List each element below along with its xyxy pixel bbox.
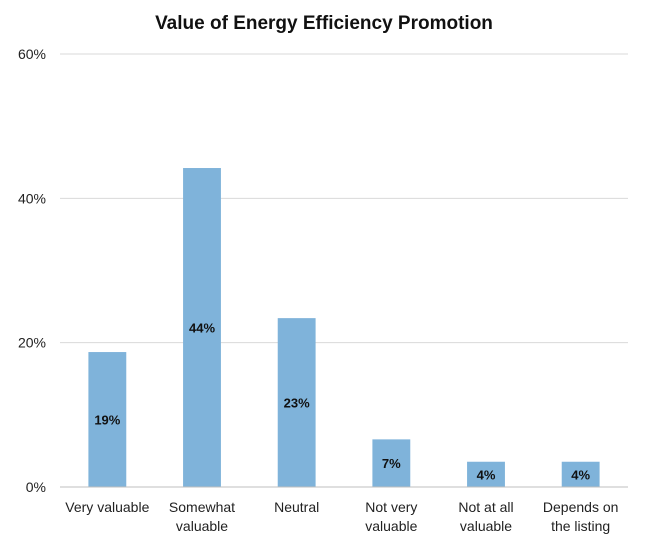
category-label-line: Not very bbox=[365, 499, 417, 515]
bar bbox=[467, 461, 505, 487]
data-labels: 19% 44% 23% 7% 4% 4% bbox=[94, 321, 590, 483]
category-label-line: Very valuable bbox=[65, 499, 149, 515]
category-label: Not at all valuable bbox=[458, 499, 513, 534]
data-label: 44% bbox=[189, 321, 215, 336]
data-label: 7% bbox=[382, 456, 401, 471]
category-label-line: Neutral bbox=[274, 499, 319, 515]
bar bbox=[183, 168, 221, 488]
y-tick-label: 0% bbox=[26, 479, 46, 495]
category-label-line: valuable bbox=[460, 518, 512, 534]
data-label: 23% bbox=[284, 396, 310, 411]
bar bbox=[561, 461, 600, 487]
gridlines bbox=[60, 53, 628, 344]
category-label-line: the listing bbox=[551, 518, 610, 534]
y-tick-label: 40% bbox=[18, 190, 46, 206]
y-axis-tick-labels: 0% 20% 40% 60% bbox=[18, 46, 46, 495]
chart-title: Value of Energy Efficiency Promotion bbox=[155, 13, 493, 34]
data-label: 19% bbox=[94, 413, 120, 428]
y-tick-label: 60% bbox=[18, 46, 46, 62]
category-label: Neutral bbox=[274, 499, 319, 515]
category-label-line: valuable bbox=[176, 518, 228, 534]
bar bbox=[88, 352, 127, 487]
category-label-line: Somewhat bbox=[169, 499, 235, 515]
category-label: Depends on the listing bbox=[543, 499, 619, 534]
bar bbox=[277, 318, 316, 487]
category-label: Very valuable bbox=[65, 499, 149, 515]
category-label-line: valuable bbox=[365, 518, 417, 534]
data-label: 4% bbox=[477, 467, 496, 482]
bars bbox=[88, 168, 600, 488]
category-label: Somewhat valuable bbox=[169, 499, 235, 534]
x-axis-category-labels: Very valuable Somewhat valuable Neutral Not … bbox=[65, 499, 618, 534]
y-tick-label: 20% bbox=[18, 335, 46, 351]
bar bbox=[372, 439, 411, 487]
category-label-line: Not at all bbox=[458, 499, 513, 515]
category-label: Not very valuable bbox=[365, 499, 417, 534]
data-label: 4% bbox=[571, 467, 590, 482]
category-label-line: Depends on bbox=[543, 499, 619, 515]
